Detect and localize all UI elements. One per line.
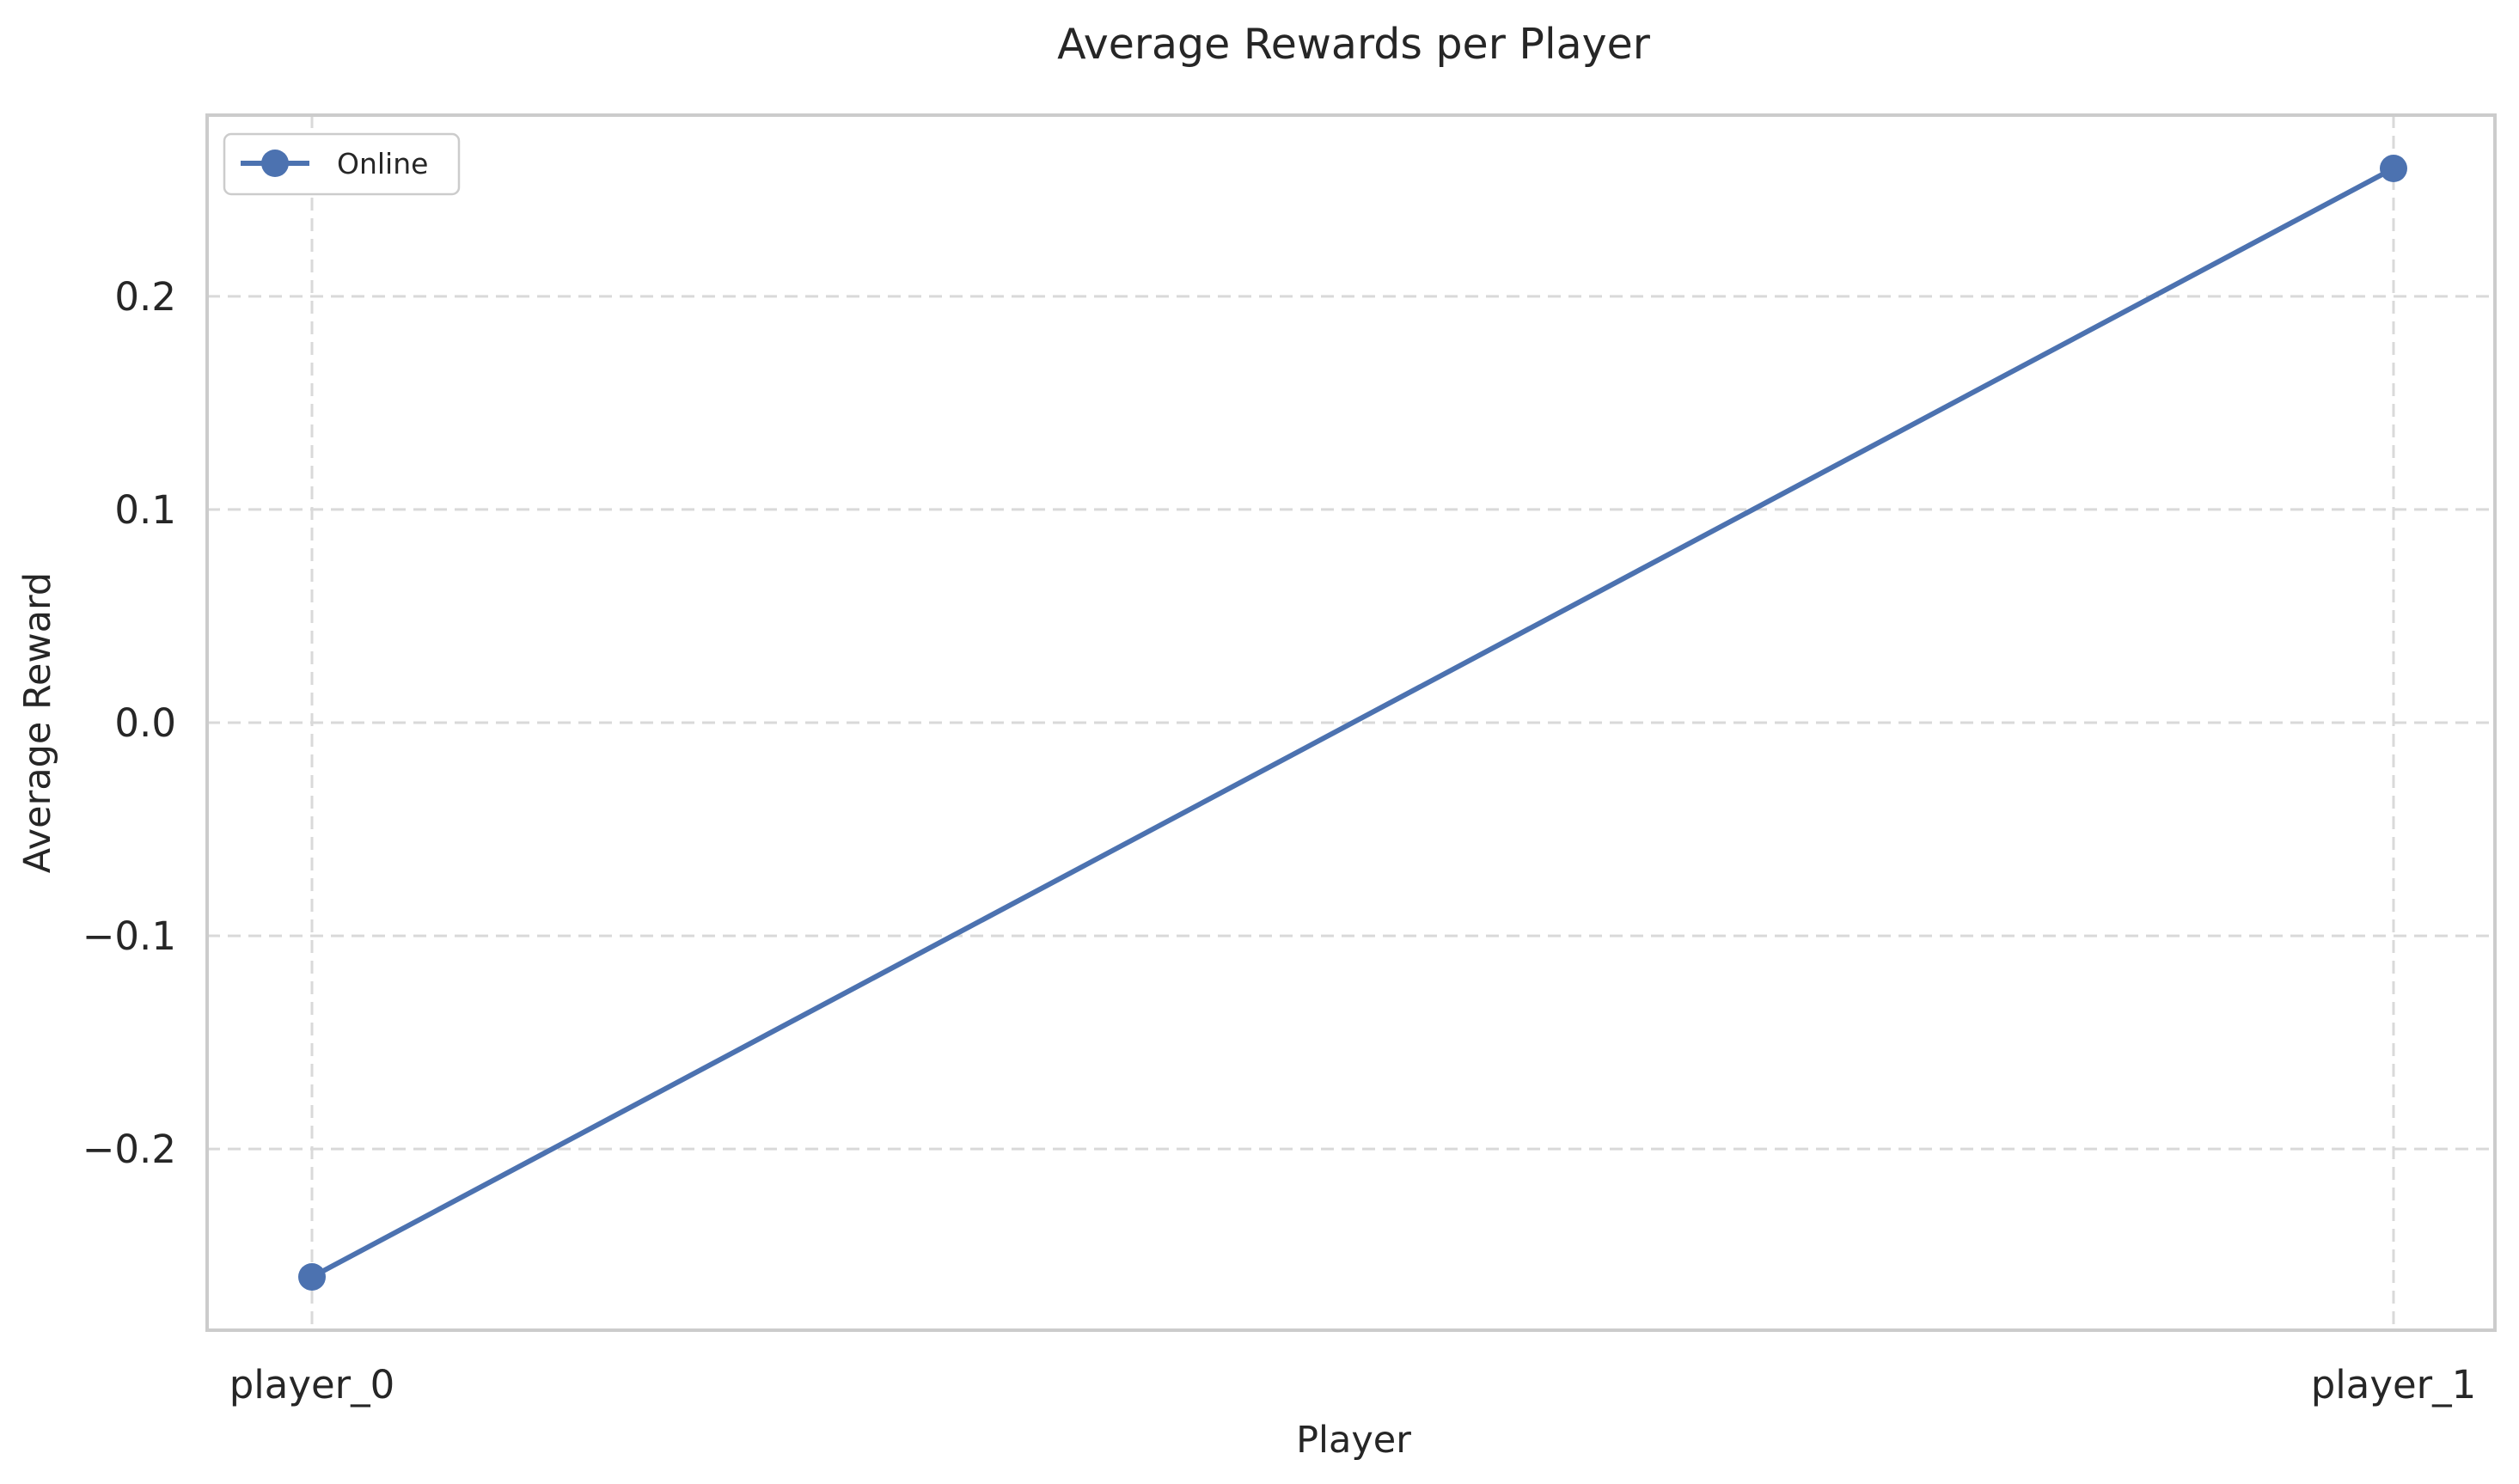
tick-layer: −0.2 −0.1 0.0 0.1 0.2 player_0 player_1 [83, 274, 2477, 1408]
y-tick-label: −0.2 [83, 1127, 176, 1172]
y-tick-label: 0.1 [114, 487, 176, 533]
series-layer [298, 155, 2407, 1291]
x-tick-label: player_1 [2311, 1362, 2477, 1408]
legend-frame [223, 132, 461, 196]
x-axis-label: Player [1296, 1419, 1411, 1462]
y-tick-label: 0.0 [114, 700, 176, 746]
series-line-online [309, 166, 2396, 1279]
x-tick-label: player_0 [229, 1362, 395, 1408]
y-tick-label: −0.1 [83, 913, 176, 959]
legend: Online [223, 132, 461, 196]
data-point-player_1 [2380, 155, 2407, 183]
legend-label-online: Online [337, 147, 428, 180]
y-tick-label: 0.2 [114, 274, 176, 320]
data-point-player_0 [298, 1262, 326, 1291]
y-axis-label: Average Reward [16, 572, 59, 873]
plot-area-frame [205, 113, 2497, 1332]
chart-title: Average Rewards per Player [1057, 20, 1651, 69]
legend-marker-online [261, 150, 289, 177]
